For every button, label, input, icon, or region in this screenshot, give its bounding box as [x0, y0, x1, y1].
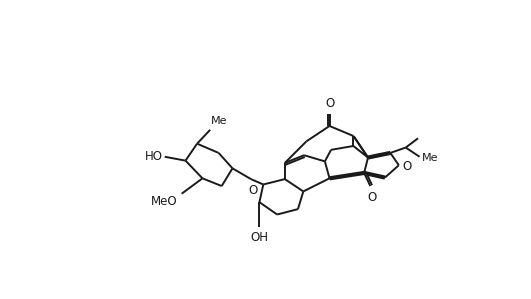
Text: Me: Me — [422, 152, 439, 163]
Text: Me: Me — [211, 116, 227, 126]
Text: O: O — [367, 191, 376, 205]
Text: O: O — [402, 160, 412, 173]
Text: O: O — [326, 97, 335, 110]
Text: OH: OH — [251, 231, 269, 245]
Text: HO: HO — [145, 150, 163, 163]
Text: MeO: MeO — [151, 195, 178, 208]
Text: O: O — [248, 184, 257, 197]
